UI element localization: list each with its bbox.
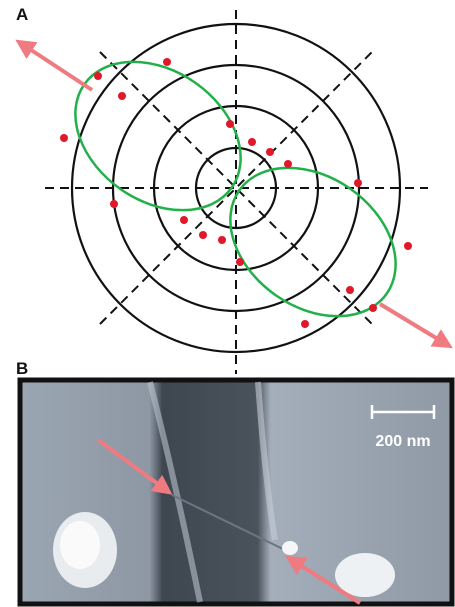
arrow <box>380 304 446 344</box>
panel-label: A <box>16 5 28 24</box>
panel-a: A <box>16 5 446 374</box>
figure: A B <box>0 0 455 607</box>
arrow <box>22 44 92 90</box>
panel-b: B 200 nm <box>16 359 452 604</box>
panel-label: B <box>16 359 28 378</box>
scale-label: 200 nm <box>375 433 430 450</box>
